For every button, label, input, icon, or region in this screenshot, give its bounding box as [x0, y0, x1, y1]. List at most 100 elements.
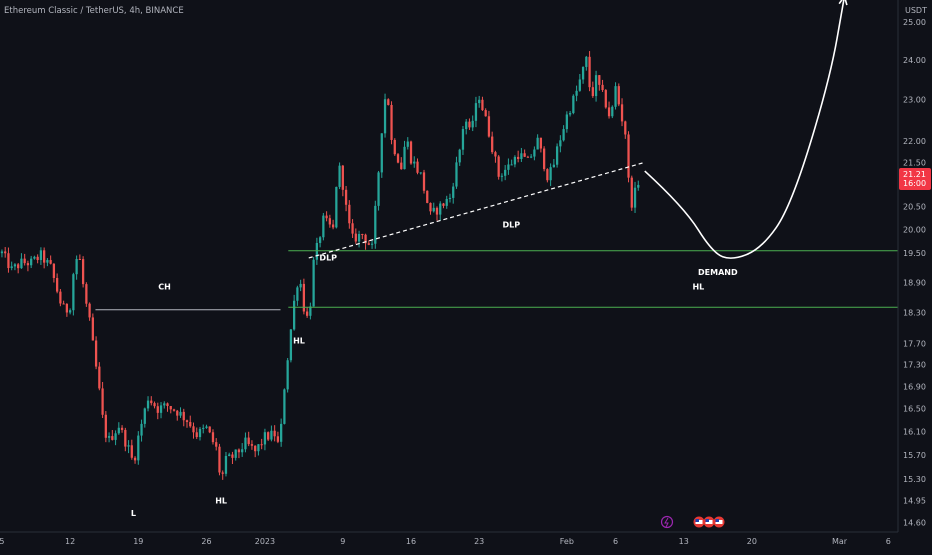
price-tick-label-4: 21.50	[903, 158, 926, 167]
time-tick-label-8: Feb	[560, 537, 574, 546]
event-markers[interactable]	[660, 515, 725, 529]
candle-body-40	[130, 445, 133, 458]
candle-body-171	[555, 146, 559, 165]
candle-body-111	[361, 233, 364, 235]
time-tick-label-4: 2023	[255, 537, 275, 546]
candle-body-191	[620, 104, 624, 122]
candle-body-95	[309, 306, 312, 316]
candle-body-68	[221, 472, 224, 474]
price-tick-label-8: 18.90	[903, 278, 926, 287]
annotation-label-7: HL	[692, 283, 704, 292]
candle-body-165	[536, 137, 539, 150]
candle-body-23	[75, 259, 78, 275]
candle-body-151	[491, 136, 494, 153]
dlp-trendline	[308, 161, 645, 259]
candle-body-108	[351, 223, 354, 234]
candle-body-189	[614, 86, 617, 107]
candle-body-90	[293, 300, 296, 330]
candle-body-94	[305, 311, 309, 316]
candle-body-2	[7, 253, 10, 269]
projection-arrow-head-icon	[838, 0, 848, 6]
candle-body-99	[322, 215, 325, 238]
candle-body-140	[455, 162, 458, 187]
candle-body-34	[111, 436, 114, 440]
candle-body-49	[159, 405, 163, 413]
candle-body-64	[208, 426, 211, 433]
candle-body-154	[500, 175, 504, 177]
price-tick-label-5: 20.50	[903, 203, 926, 212]
candle-body-93	[302, 283, 306, 312]
price-tick-label-15: 15.70	[903, 451, 926, 460]
candle-body-27	[88, 303, 91, 318]
candle-body-21	[68, 310, 72, 313]
candle-body-176	[572, 95, 575, 114]
candle-body-169	[549, 167, 552, 181]
candle-body-119	[387, 99, 390, 105]
time-tick-label-5: 9	[340, 537, 345, 546]
candle-body-149	[484, 110, 487, 117]
candle-body-142	[461, 129, 465, 150]
price-tick-label-1: 24.00	[903, 56, 926, 65]
candle-body-194	[630, 177, 633, 208]
candle-body-54	[176, 410, 179, 416]
time-tick-label-12: Mar	[832, 537, 848, 546]
flag-canton-icon-2	[715, 519, 719, 522]
candle-body-126	[409, 141, 413, 164]
last-price-badge	[899, 167, 931, 190]
candle-body-115	[374, 205, 377, 244]
candle-body-160	[520, 153, 523, 159]
price-tick-label-10: 17.70	[903, 339, 926, 348]
candle-body-32	[104, 414, 107, 438]
candle-body-178	[578, 79, 581, 91]
candle-body-195	[633, 187, 637, 208]
bar-countdown: 16:00	[903, 179, 926, 188]
candle-body-11	[36, 256, 39, 261]
candle-body-100	[325, 215, 328, 219]
price-tick-label-13: 16.50	[903, 405, 926, 414]
candle-body-118	[383, 99, 387, 134]
candle-body-35	[114, 433, 117, 440]
candle-body-81	[263, 432, 267, 445]
candle-body-167	[542, 148, 546, 170]
candle-body-7	[23, 258, 26, 264]
candle-body-175	[568, 113, 572, 115]
time-tick-label-7: 23	[474, 537, 484, 546]
candle-body-150	[487, 116, 491, 137]
candle-body-141	[458, 149, 461, 163]
candle-body-104	[338, 165, 341, 187]
candle-body-47	[153, 403, 156, 407]
candle-body-122	[396, 154, 400, 163]
candle-body-59	[192, 426, 195, 433]
candle-body-5	[17, 264, 20, 269]
candle-body-193	[627, 134, 630, 178]
candle-body-55	[179, 411, 182, 416]
candle-body-9	[30, 258, 33, 266]
candle-body-87	[283, 389, 286, 424]
candle-body-60	[195, 432, 198, 438]
candle-body-172	[559, 140, 562, 147]
candle-body-29	[94, 340, 98, 367]
candle-body-96	[312, 259, 315, 307]
candle-body-124	[403, 146, 406, 170]
price-tick-label-16: 15.30	[903, 475, 926, 484]
candle-body-71	[231, 454, 234, 458]
time-tick-label-1: 12	[65, 537, 75, 546]
candle-body-26	[85, 284, 88, 304]
candle-body-190	[617, 86, 620, 105]
candle-body-145	[471, 120, 474, 128]
annotation-label-1: L	[131, 509, 136, 518]
candles-layer	[0, 51, 640, 480]
candle-body-82	[267, 432, 270, 440]
time-tick-label-10: 13	[679, 537, 689, 546]
price-tick-label-2: 23.00	[903, 96, 926, 105]
candle-body-33	[107, 436, 111, 438]
price-tick-label-14: 16.10	[903, 427, 926, 436]
candle-body-75	[244, 437, 247, 450]
candle-body-121	[393, 139, 396, 155]
lightning-bolt-icon	[664, 517, 669, 528]
candle-body-105	[341, 165, 344, 190]
candle-body-131	[426, 190, 429, 203]
candle-body-62	[202, 427, 205, 429]
